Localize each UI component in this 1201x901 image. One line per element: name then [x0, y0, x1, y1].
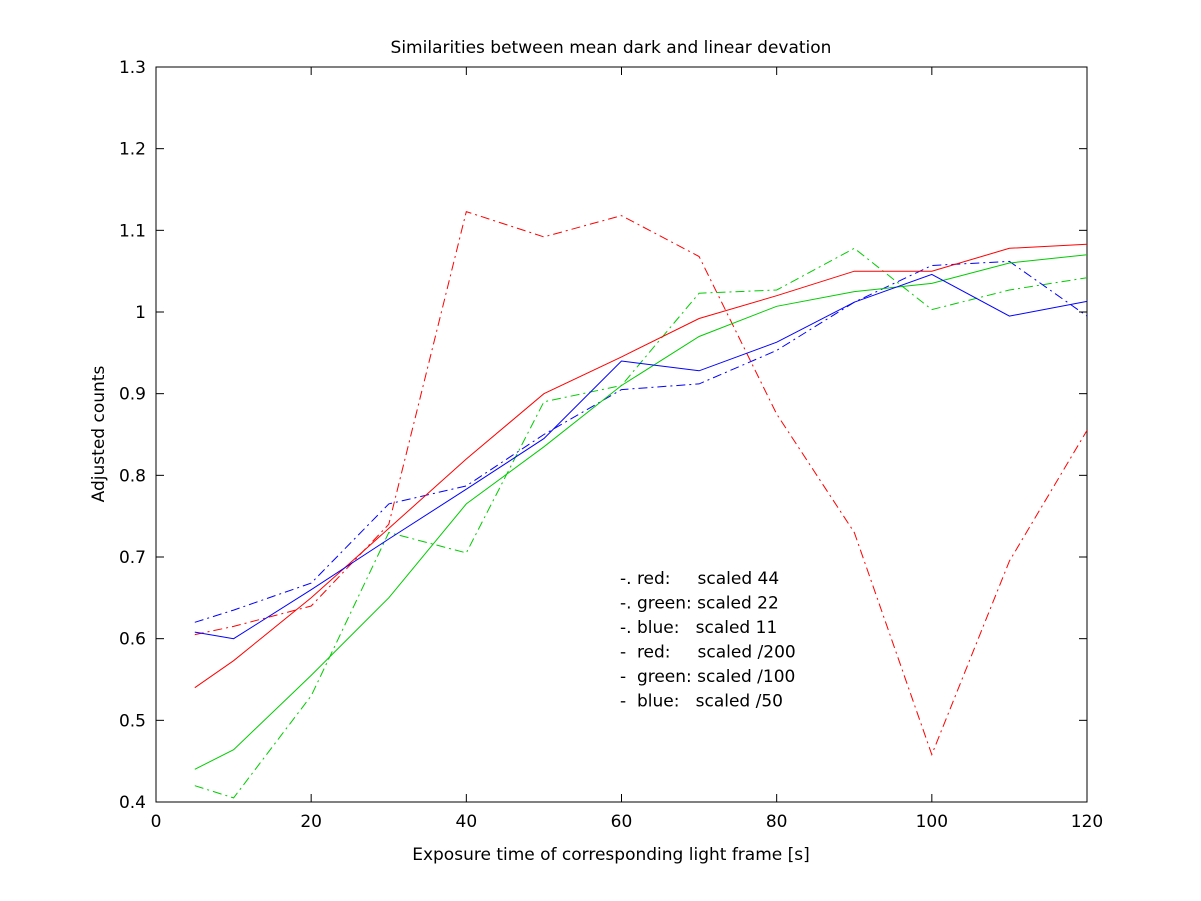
y-tick-label: 0.5	[119, 711, 146, 731]
legend-entry-3: -. blue: scaled 11	[620, 618, 777, 638]
y-axis-title: Adjusted counts	[89, 366, 109, 503]
legend-entry-5: - green: scaled /100	[620, 667, 795, 687]
series-line-1	[194, 210, 1087, 757]
series-line-3	[194, 260, 1087, 623]
series-line-5	[194, 254, 1087, 770]
legend: -. red: scaled 44 -. green: scaled 22 -. b…	[620, 569, 796, 712]
legend-entry-1: -. red: scaled 44	[620, 569, 779, 589]
legend-entry-4: - red: scaled /200	[620, 643, 796, 663]
x-tick-label: 80	[766, 812, 788, 832]
x-tick-label: 60	[611, 812, 633, 832]
y-tick-label: 1.1	[119, 221, 146, 241]
x-tick-label: 100	[916, 812, 948, 832]
tick-labels-group: 0 20 40 60 80 100 120 0.4 0.5 0.6 0.7 0.8 0.9 1 1.1 1.2…	[119, 58, 1103, 832]
y-tick-label: 1.2	[119, 140, 146, 160]
series-group	[194, 210, 1087, 799]
ticks-group	[155, 66, 1088, 803]
x-tick-label: 40	[456, 812, 478, 832]
y-tick-label: 0.9	[119, 385, 146, 405]
y-tick-label: 0.6	[119, 630, 146, 650]
chart-title: Similarities between mean dark and linea…	[391, 38, 832, 58]
legend-entry-2: -. green: scaled 22	[620, 594, 779, 614]
y-tick-label: 0.7	[119, 548, 146, 568]
x-tick-label: 20	[300, 812, 322, 832]
y-tick-label: 1.3	[119, 58, 146, 78]
y-tick-label: 0.4	[119, 793, 146, 813]
x-tick-label: 0	[151, 812, 162, 832]
x-axis-title: Exposure time of corresponding light fra…	[412, 845, 810, 865]
series-line-4	[194, 243, 1087, 689]
series-line-6	[194, 273, 1087, 640]
x-tick-label: 120	[1071, 812, 1103, 832]
y-tick-label: 1	[135, 303, 146, 323]
legend-entry-6: - blue: scaled /50	[620, 692, 783, 712]
y-tick-label: 0.8	[119, 466, 146, 486]
